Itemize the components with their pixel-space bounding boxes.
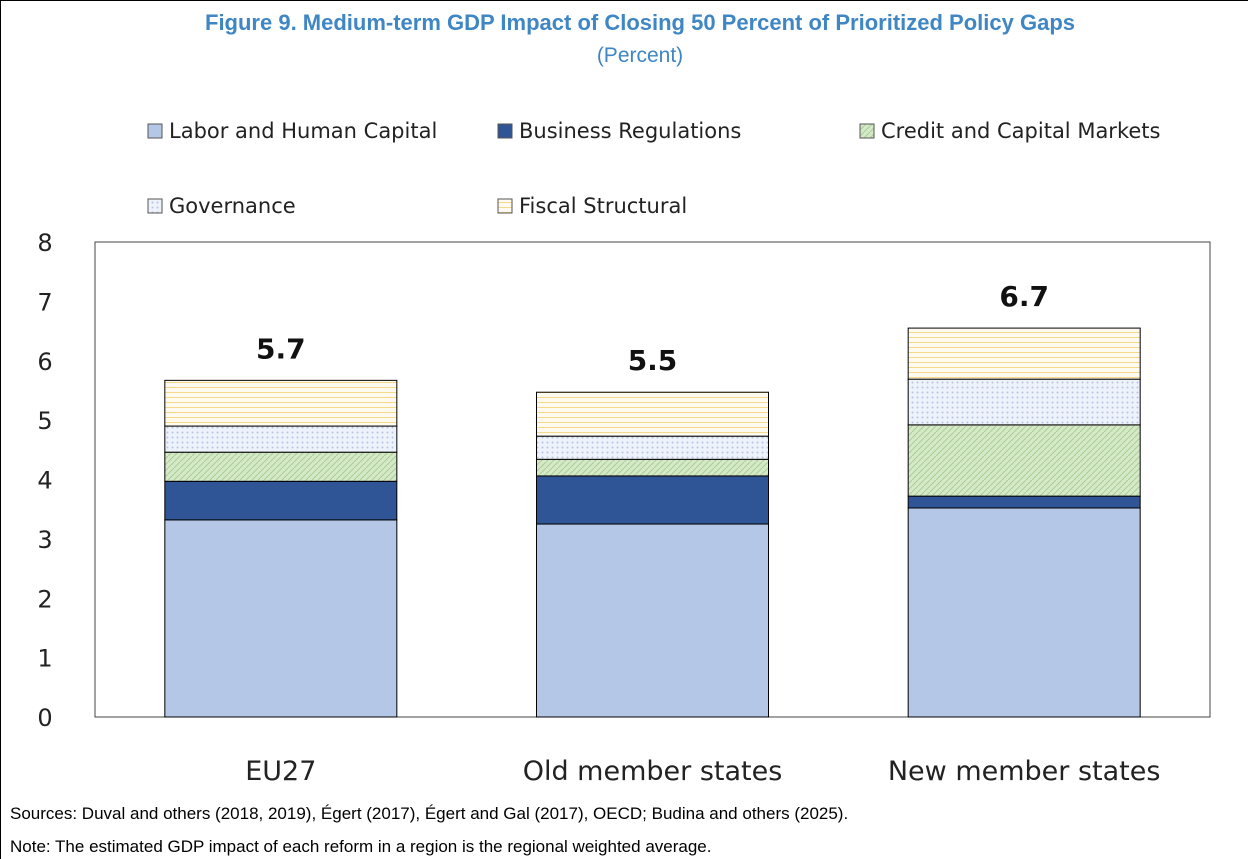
legend-swatch <box>147 198 163 214</box>
bar-segment <box>536 523 769 718</box>
bar-segment <box>907 327 1141 380</box>
bar-segment <box>536 475 769 525</box>
chart-subtitle: (Percent) <box>597 44 683 67</box>
y-tick-label: 2 <box>37 585 52 613</box>
bar-segment <box>164 451 398 482</box>
bar-segment <box>164 480 398 521</box>
bar-segment <box>907 424 1141 497</box>
x-tick-label: New member states <box>888 756 1161 787</box>
legend-swatch <box>147 123 163 139</box>
bar-segment <box>164 519 398 718</box>
x-tick-label: Old member states <box>523 756 783 787</box>
chart-title: Figure 9. Medium-term GDP Impact of Clos… <box>205 10 1075 35</box>
y-tick-label: 5 <box>37 407 52 435</box>
bar-segment <box>164 379 398 427</box>
bar-segment <box>164 425 398 453</box>
total-label: 5.7 <box>256 332 306 365</box>
bar-segment <box>536 435 769 460</box>
bar-segment <box>907 507 1141 718</box>
y-tick-label: 8 <box>37 229 52 257</box>
legend-label: Fiscal Structural <box>519 194 687 218</box>
y-tick-label: 1 <box>37 645 52 673</box>
legend-label: Governance <box>169 194 296 218</box>
legend-label: Labor and Human Capital <box>169 119 437 143</box>
total-label: 6.7 <box>999 280 1049 313</box>
legend-swatch <box>497 123 513 139</box>
legend-swatch <box>497 198 513 214</box>
y-tick-label: 7 <box>37 288 52 316</box>
sources: Sources: Duval and others (2018, 2019), … <box>10 804 848 823</box>
y-tick-label: 4 <box>37 467 52 495</box>
note: Note: The estimated GDP impact of each r… <box>10 837 711 856</box>
total-label: 5.5 <box>628 344 678 377</box>
legend-swatch <box>859 123 875 139</box>
y-tick-label: 3 <box>37 526 52 554</box>
y-tick-label: 0 <box>37 704 52 732</box>
legend-label: Business Regulations <box>519 119 741 143</box>
y-tick-label: 6 <box>37 348 52 376</box>
bar-segment <box>907 495 1141 509</box>
legend-label: Credit and Capital Markets <box>881 119 1160 143</box>
bar-segment <box>907 378 1141 426</box>
x-tick-label: EU27 <box>245 756 316 787</box>
bar-segment <box>536 391 769 437</box>
bar-segment <box>536 458 769 477</box>
